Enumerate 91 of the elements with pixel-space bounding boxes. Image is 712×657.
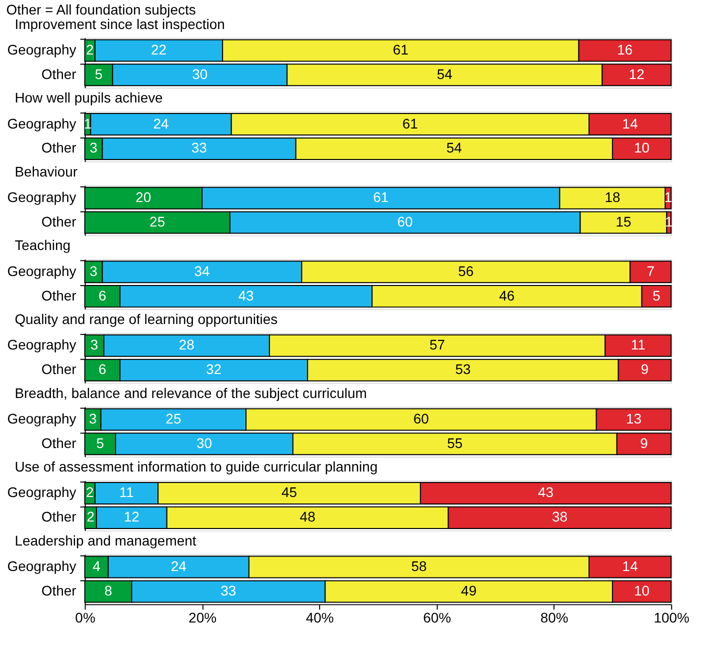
data-label: 54 bbox=[436, 66, 453, 82]
y-tick-label: Geography bbox=[7, 484, 76, 500]
x-tick-label: 100% bbox=[654, 610, 690, 626]
chart-title: Teaching bbox=[14, 237, 71, 254]
data-label: 12 bbox=[628, 66, 645, 82]
data-label: 53 bbox=[455, 361, 471, 378]
data-label: 14 bbox=[622, 558, 638, 574]
data-label: 6 bbox=[98, 361, 106, 378]
data-label: 25 bbox=[150, 214, 166, 230]
data-label: 3 bbox=[88, 410, 97, 426]
data-label: 60 bbox=[397, 214, 414, 230]
data-label: 7 bbox=[646, 262, 655, 279]
data-label: 61 bbox=[392, 41, 409, 58]
chart-title: Breadth, balance and relevance of the subject curriculum bbox=[14, 384, 367, 401]
data-label: 25 bbox=[166, 410, 182, 426]
y-tick-label: Geography bbox=[7, 558, 76, 574]
data-label: 61 bbox=[402, 115, 418, 132]
y-tick-label: Geography bbox=[7, 115, 76, 132]
data-label: 5 bbox=[652, 287, 661, 304]
data-label: 13 bbox=[626, 410, 642, 426]
chart-title: Behaviour bbox=[14, 163, 78, 180]
y-tick-label: Other bbox=[41, 66, 77, 82]
data-label: 24 bbox=[153, 115, 169, 132]
data-label: 3 bbox=[90, 140, 98, 156]
data-label: 30 bbox=[192, 66, 208, 82]
data-label: 33 bbox=[220, 582, 236, 598]
x-tick-label: 80% bbox=[540, 610, 568, 626]
data-label: 18 bbox=[604, 189, 620, 206]
data-label: 30 bbox=[196, 434, 212, 451]
data-label: 32 bbox=[206, 361, 222, 378]
y-tick-label: Other bbox=[41, 140, 77, 156]
data-label: 3 bbox=[90, 336, 98, 353]
data-label: 61 bbox=[373, 189, 389, 206]
chart-title: Leadership and management bbox=[14, 532, 196, 548]
data-label: 28 bbox=[178, 336, 195, 353]
data-label: 43 bbox=[538, 484, 554, 500]
chart-title: How well pupils achieve bbox=[14, 90, 164, 106]
data-label: 55 bbox=[447, 434, 463, 451]
data-label: 14 bbox=[622, 115, 638, 132]
data-label: 49 bbox=[461, 582, 477, 598]
data-label: 16 bbox=[617, 41, 633, 58]
data-label: 24 bbox=[170, 558, 187, 574]
data-label: 6 bbox=[98, 287, 106, 304]
data-label: 3 bbox=[90, 262, 98, 279]
text: Other = All foundation subjects bbox=[6, 1, 196, 18]
y-tick-label: Other bbox=[41, 361, 77, 378]
y-tick-label: Geography bbox=[7, 189, 76, 206]
data-label: 11 bbox=[119, 484, 134, 500]
data-label: 9 bbox=[640, 434, 648, 451]
data-label: 2 bbox=[86, 484, 94, 500]
data-label: 56 bbox=[458, 262, 474, 279]
data-label: 2 bbox=[86, 41, 94, 58]
data-label: 43 bbox=[238, 287, 254, 304]
data-label: 48 bbox=[300, 508, 316, 525]
y-tick-label: Other bbox=[41, 508, 77, 525]
y-tick-label: Geography bbox=[7, 41, 76, 58]
data-label: 60 bbox=[413, 410, 430, 426]
data-label: 2 bbox=[86, 508, 95, 525]
x-tick-label: 0% bbox=[75, 610, 96, 626]
data-label: 10 bbox=[634, 582, 650, 598]
y-tick-label: Other bbox=[41, 214, 77, 230]
data-label: 12 bbox=[124, 508, 140, 525]
y-tick-label: Other bbox=[41, 434, 77, 451]
x-tick-label: 40% bbox=[306, 610, 334, 626]
data-label: 57 bbox=[430, 336, 446, 353]
y-tick-label: Geography bbox=[7, 410, 76, 426]
data-label: 4 bbox=[92, 558, 101, 574]
data-label: 33 bbox=[191, 140, 208, 156]
data-label: 38 bbox=[552, 508, 568, 525]
chart-title: Use of assessment information to guide curricular planning bbox=[14, 458, 378, 475]
data-label: 5 bbox=[94, 66, 103, 82]
data-label: 9 bbox=[640, 361, 649, 378]
data-label: 34 bbox=[194, 262, 210, 279]
y-tick-label: Geography bbox=[7, 336, 76, 353]
y-tick-label: Other bbox=[41, 582, 77, 598]
data-label: 11 bbox=[630, 336, 646, 353]
x-tick-label: 60% bbox=[423, 610, 452, 626]
data-label: 8 bbox=[104, 582, 112, 598]
data-label: 54 bbox=[446, 140, 462, 156]
data-label: 15 bbox=[616, 214, 632, 230]
data-label: 22 bbox=[151, 41, 167, 58]
data-label: 10 bbox=[634, 140, 650, 156]
y-tick-label: Geography bbox=[7, 262, 76, 279]
data-label: 5 bbox=[96, 434, 104, 451]
data-label: 20 bbox=[136, 189, 152, 206]
chart-title: Quality and range of learning opportunities bbox=[14, 310, 278, 327]
y-tick-label: Other bbox=[41, 287, 77, 304]
data-label: 58 bbox=[411, 558, 427, 574]
data-label: 46 bbox=[499, 287, 515, 304]
x-tick-label: 20% bbox=[188, 610, 216, 626]
data-label: 45 bbox=[281, 484, 298, 500]
